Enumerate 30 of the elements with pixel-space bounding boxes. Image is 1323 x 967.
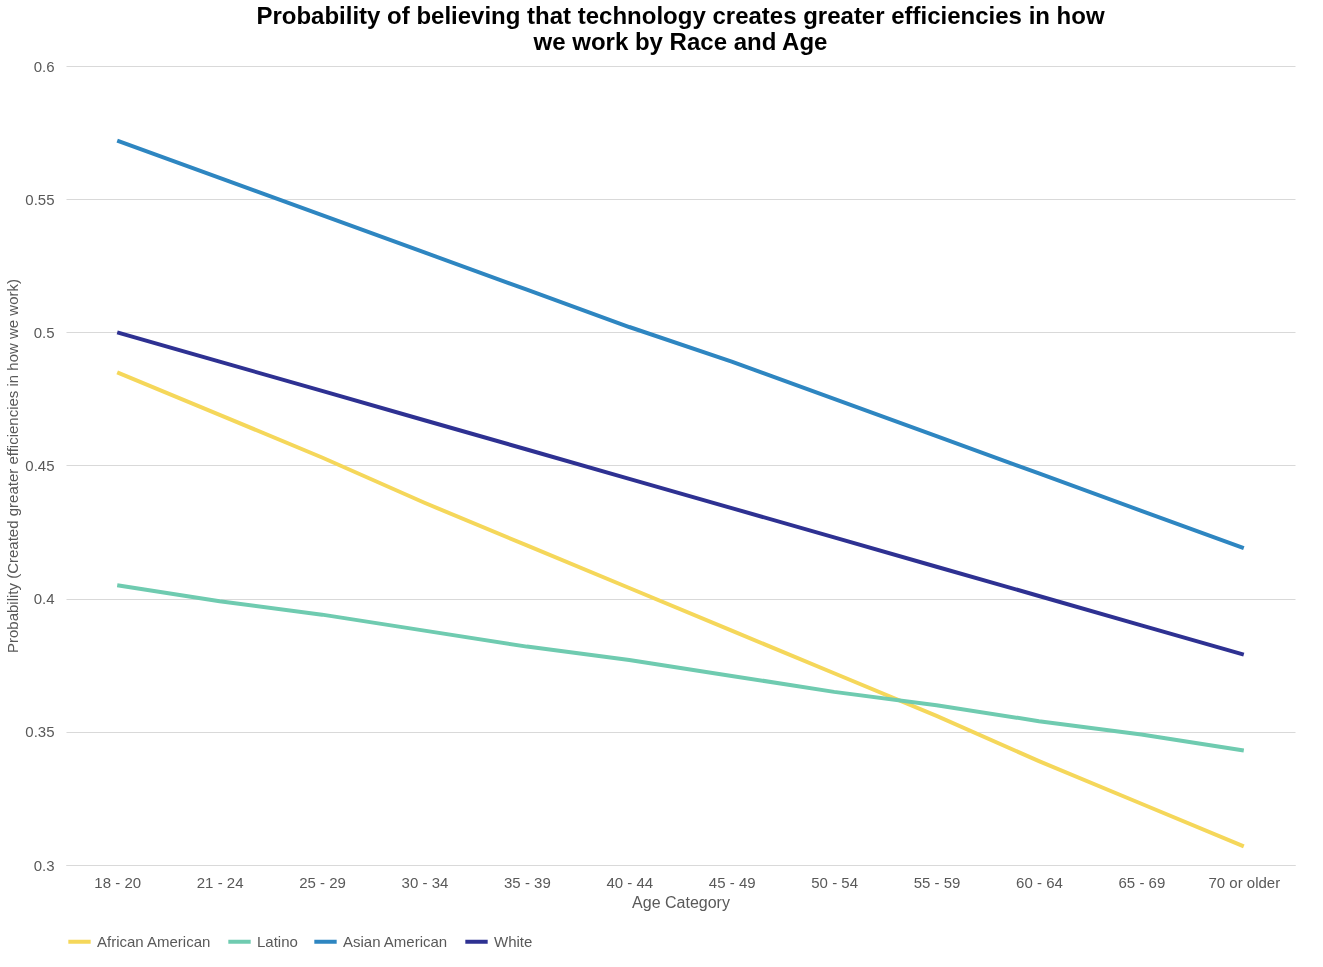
x-tick-label: 35 - 39 [504, 873, 551, 891]
x-axis-title: Age Category [632, 893, 730, 911]
x-tick-label: 55 - 59 [913, 873, 961, 891]
line-series [115, 138, 1246, 551]
x-tick-label: 45 - 49 [708, 873, 756, 891]
x-tick-label: 50 - 54 [811, 873, 858, 891]
line-series [115, 583, 1246, 753]
chart-title: Probability of believing that technology creates greater efficiencies in how we work by Race and Age [256, 2, 1105, 55]
y-tick-label: 0.4 [33, 590, 55, 608]
y-tick-label: 0.3 [33, 856, 55, 874]
y-tick-label: 0.45 [25, 457, 55, 474]
y-tick-label: 0.55 [25, 190, 55, 208]
x-tick-label: 40 - 44 [606, 873, 654, 891]
x-tick-label: 70 or older [1208, 873, 1281, 891]
legend-label: Asian American [343, 932, 448, 950]
y-axis-title: Probability (Created greater efficiencies in how we work) [4, 278, 22, 654]
line-series [115, 370, 1246, 849]
x-tick-label: 21 - 24 [196, 873, 244, 891]
legend-label: Latino [257, 932, 298, 950]
legend-label: African American [97, 932, 211, 950]
x-tick-label: 30 - 34 [401, 873, 449, 891]
y-tick-label: 0.5 [33, 323, 55, 341]
line-series [115, 330, 1246, 657]
x-tick-label: 18 - 20 [94, 873, 142, 891]
legend-label: White [494, 932, 533, 950]
y-tick-label: 0.35 [25, 723, 55, 741]
x-tick-label: 25 - 29 [299, 873, 346, 891]
x-tick-label: 65 - 69 [1118, 873, 1166, 891]
y-tick-label: 0.6 [33, 57, 55, 75]
x-tick-label: 60 - 64 [1016, 873, 1063, 891]
